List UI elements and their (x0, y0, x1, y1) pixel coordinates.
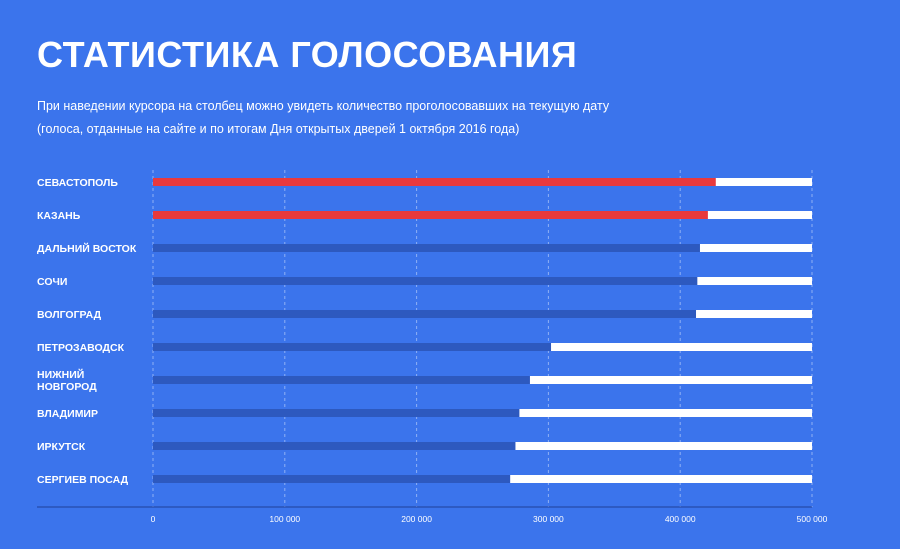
category-label: НИЖНИЙ НОВГОРОД (37, 368, 97, 393)
bar[interactable] (153, 475, 511, 483)
category-label: ВЛАДИМИР (37, 408, 98, 420)
x-tick-label: 0 (151, 514, 156, 524)
x-tick-label: 300 000 (533, 514, 564, 524)
bar[interactable] (153, 310, 697, 318)
bar[interactable] (153, 244, 700, 252)
bar[interactable] (153, 211, 708, 219)
bar[interactable] (153, 178, 716, 186)
category-label: ДАЛЬНИЙ ВОСТОК (37, 242, 137, 255)
category-label: ИРКУТСК (37, 441, 86, 453)
category-label: ВОЛГОГРАД (37, 309, 102, 321)
x-tick-label: 500 000 (797, 514, 828, 524)
category-label: КАЗАНЬ (37, 210, 81, 222)
x-tick-label: 400 000 (665, 514, 696, 524)
subtitle-line-1: При наведении курсора на столбец можно у… (37, 99, 610, 113)
category-label: ПЕТРОЗАВОДСК (37, 342, 125, 354)
category-label: СЕВАСТОПОЛЬ (37, 177, 118, 189)
bar[interactable] (153, 277, 698, 285)
bar[interactable] (153, 343, 552, 351)
bar[interactable] (153, 376, 530, 384)
bar[interactable] (153, 442, 516, 450)
page-title: СТАТИСТИКА ГОЛОСОВАНИЯ (37, 34, 578, 75)
bar[interactable] (153, 409, 520, 417)
x-tick-label: 100 000 (269, 514, 300, 524)
x-tick-label: 200 000 (401, 514, 432, 524)
subtitle-line-2: (голоса, отданные на сайте и по итогам Д… (37, 122, 520, 136)
category-label: СЕРГИЕВ ПОСАД (37, 474, 129, 486)
category-label: СОЧИ (37, 276, 67, 288)
